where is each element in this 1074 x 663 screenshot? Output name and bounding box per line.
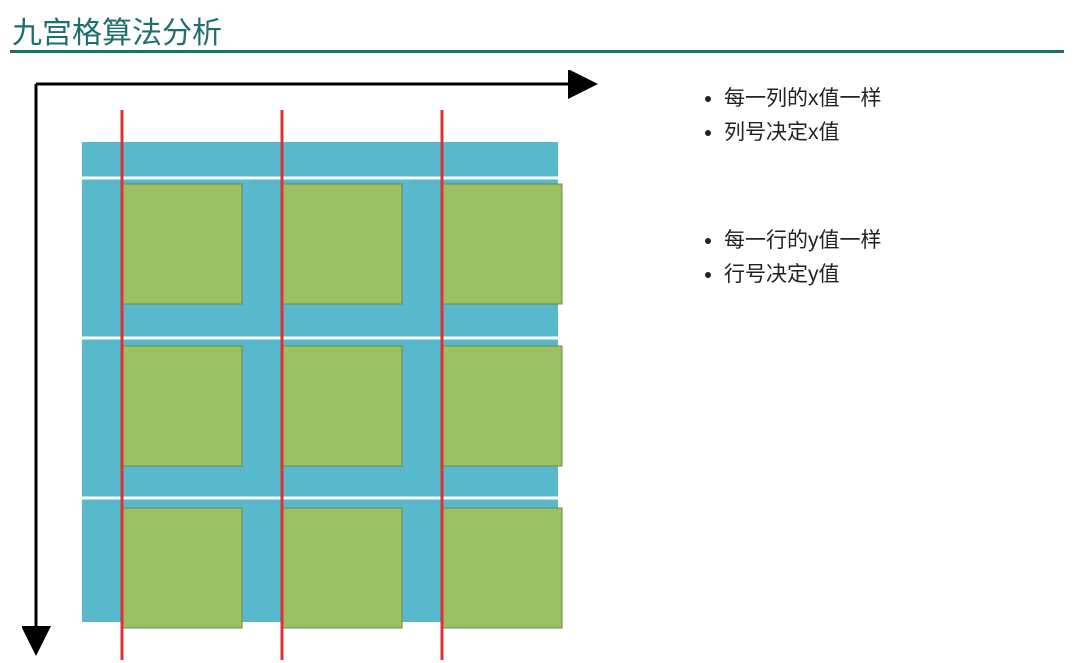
- bullet-item: 每一行的y值一样: [724, 226, 882, 256]
- bullet-list-top: 每一列的x值一样列号决定x值: [700, 84, 882, 153]
- bullet-item: 每一列的x值一样: [724, 84, 882, 114]
- bullet-item: 列号决定x值: [724, 118, 882, 148]
- grid-diagram: [22, 70, 622, 660]
- page-title: 九宫格算法分析: [12, 8, 222, 52]
- bullet-item: 行号决定y值: [724, 260, 882, 290]
- title-underline: [10, 50, 1064, 53]
- bullet-list-bottom: 每一行的y值一样行号决定y值: [700, 226, 882, 295]
